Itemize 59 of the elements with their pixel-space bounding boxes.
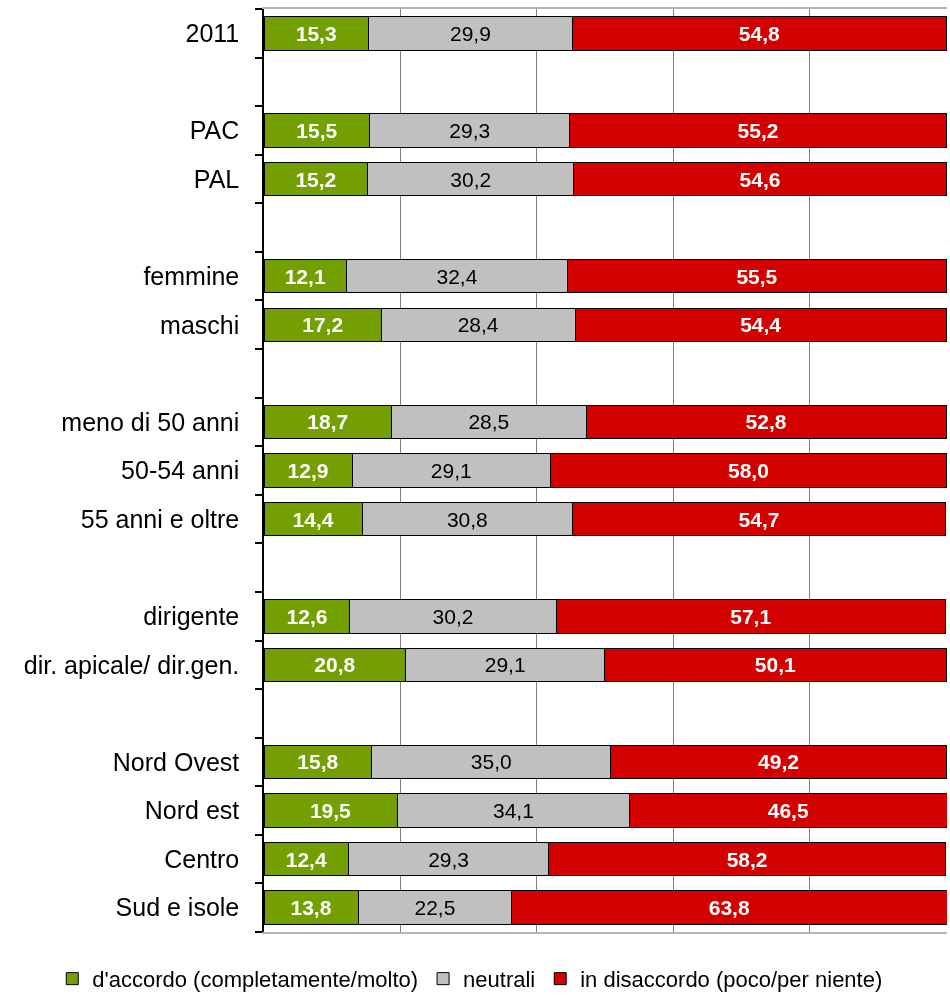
data-label: 34,1 xyxy=(492,799,534,823)
data-label: 54,4 xyxy=(740,313,782,337)
y-tick-label: meno di 50 anni xyxy=(61,407,240,436)
data-label: 52,8 xyxy=(745,410,787,434)
y-tick-label: 55 anni e oltre xyxy=(80,504,240,533)
data-label: 57,1 xyxy=(730,604,772,628)
y-tick-label: PAL xyxy=(193,164,240,193)
y-tick-label: femmine xyxy=(143,261,240,290)
data-label: 54,8 xyxy=(738,21,780,45)
data-label: 12,1 xyxy=(284,264,326,288)
data-label: 29,9 xyxy=(449,21,491,45)
y-tick-label: Nord est xyxy=(144,796,240,825)
y-tick-label: 2011 xyxy=(185,19,240,48)
data-label: 20,8 xyxy=(314,653,356,677)
data-label: 58,0 xyxy=(728,459,769,482)
data-label: 15,2 xyxy=(295,167,337,191)
data-label: 12,6 xyxy=(286,604,328,628)
data-label: 54,7 xyxy=(738,507,780,531)
y-tick-label: PAC xyxy=(189,116,240,145)
data-label: 58,2 xyxy=(726,847,768,871)
y-tick-label: Centro xyxy=(164,844,240,873)
data-label: 29,3 xyxy=(428,847,470,871)
data-label: 22,5 xyxy=(414,896,456,920)
data-label: 54,6 xyxy=(739,167,781,191)
data-label: 55,5 xyxy=(736,264,778,288)
data-label: 15,3 xyxy=(295,21,337,45)
y-tick-label: maschi xyxy=(160,310,240,339)
data-label: 46,5 xyxy=(767,799,809,823)
data-label: 30,2 xyxy=(432,604,474,628)
data-label: 12,4 xyxy=(285,847,327,871)
data-label: 30,8 xyxy=(446,507,488,531)
data-label: 49,2 xyxy=(758,750,799,774)
y-tick-label: Sud e isole xyxy=(115,893,240,922)
data-label: 29,1 xyxy=(430,459,472,482)
data-label: 63,8 xyxy=(708,896,750,920)
y-tick-label: Nord Ovest xyxy=(112,747,240,776)
data-label: 15,5 xyxy=(296,118,338,142)
data-label: 29,3 xyxy=(449,118,491,142)
data-label: 13,8 xyxy=(290,896,332,920)
legend-label: neutrali xyxy=(463,967,536,993)
data-label: 15,8 xyxy=(297,750,339,774)
data-label: 29,1 xyxy=(484,653,526,677)
data-label: 12,9 xyxy=(287,459,329,482)
data-label: 55,2 xyxy=(737,118,779,142)
data-label: 19,5 xyxy=(309,799,352,823)
y-tick-label: dir. apicale/ dir.gen. xyxy=(23,650,240,679)
data-label: 17,2 xyxy=(302,313,344,337)
legend-label: in disaccordo (poco/per niente) xyxy=(580,967,883,993)
data-label: 28,5 xyxy=(468,410,510,434)
y-tick-label: dirigente xyxy=(143,601,240,630)
data-label: 28,4 xyxy=(457,313,499,337)
y-tick-label: 50-54 anni xyxy=(121,456,240,485)
data-label: 30,2 xyxy=(450,167,492,191)
data-label: 50,1 xyxy=(754,653,796,677)
data-label: 14,4 xyxy=(292,507,334,531)
data-label: 18,7 xyxy=(307,410,349,434)
data-label: 35,0 xyxy=(470,750,512,774)
data-label: 32,4 xyxy=(436,264,478,288)
legend-label: d'accordo (completamente/molto) xyxy=(92,967,419,993)
